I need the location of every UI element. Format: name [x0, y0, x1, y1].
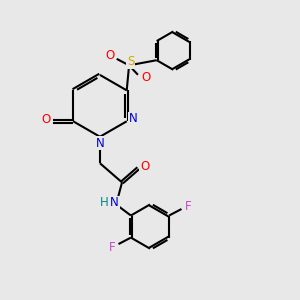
Text: O: O: [106, 50, 115, 62]
Text: N: N: [110, 196, 119, 209]
Text: F: F: [185, 200, 191, 213]
Text: H: H: [99, 196, 108, 209]
Text: S: S: [127, 55, 134, 68]
Text: F: F: [109, 241, 115, 254]
Text: O: O: [41, 113, 51, 126]
Text: O: O: [140, 160, 149, 173]
Text: O: O: [142, 71, 151, 84]
Text: N: N: [129, 112, 138, 125]
Text: N: N: [96, 137, 104, 150]
